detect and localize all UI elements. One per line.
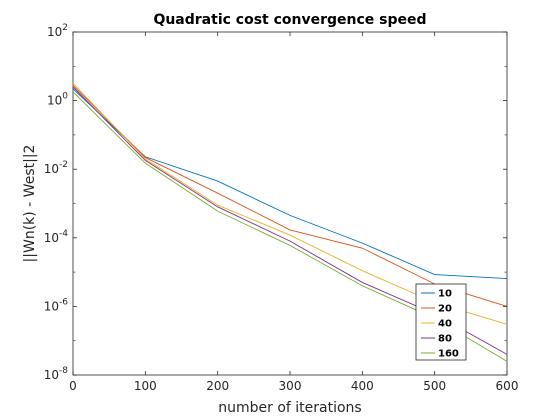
y-tick-exponent: -2 xyxy=(59,160,68,170)
y-tick-label: 10-2 xyxy=(44,160,68,176)
y-tick-label: 102 xyxy=(47,23,68,39)
y-tick-base: 10 xyxy=(47,25,62,39)
x-tick-label: 200 xyxy=(206,379,229,393)
x-tick-label: 0 xyxy=(69,379,77,393)
x-tick-label: 600 xyxy=(496,379,519,393)
legend-box xyxy=(415,283,467,361)
y-tick-label: 100 xyxy=(47,92,68,108)
y-tick-base: 10 xyxy=(47,94,62,108)
x-tick-label: 100 xyxy=(134,379,157,393)
legend-label: 160 xyxy=(438,349,459,360)
y-axis-label: ||Wn(k) - West||2 xyxy=(22,145,38,263)
y-tick-base: 10 xyxy=(44,299,59,313)
series-line-10 xyxy=(72,88,508,279)
legend-label: 20 xyxy=(438,304,452,315)
legend-label: 80 xyxy=(438,334,452,345)
y-tick-exponent: -8 xyxy=(59,366,68,376)
x-axis-label: number of iterations xyxy=(218,400,361,416)
axes-layer: 0 100 200 300 400 500 60010210010-210-410-610-… xyxy=(44,23,519,393)
chart-title: Quadratic cost convergence speed xyxy=(153,12,426,28)
legend-label: 40 xyxy=(438,319,452,330)
y-tick-exponent: -4 xyxy=(59,229,68,239)
y-tick-exponent: 0 xyxy=(62,92,68,102)
legend-label: 10 xyxy=(438,289,452,300)
y-tick-exponent: -6 xyxy=(59,297,68,307)
y-tick-label: 10-8 xyxy=(44,366,69,382)
y-tick-base: 10 xyxy=(44,231,59,245)
y-tick-exponent: 2 xyxy=(62,23,68,33)
y-tick-label: 10-6 xyxy=(44,297,69,313)
y-tick-label: 10-4 xyxy=(44,229,69,245)
x-tick-label: 300 xyxy=(279,379,302,393)
x-tick-label: 400 xyxy=(351,379,374,393)
legend: 10 20 40 80 160 xyxy=(415,283,467,361)
y-tick-base: 10 xyxy=(44,162,59,176)
y-tick-base: 10 xyxy=(44,368,59,382)
x-tick-label: 500 xyxy=(423,379,446,393)
